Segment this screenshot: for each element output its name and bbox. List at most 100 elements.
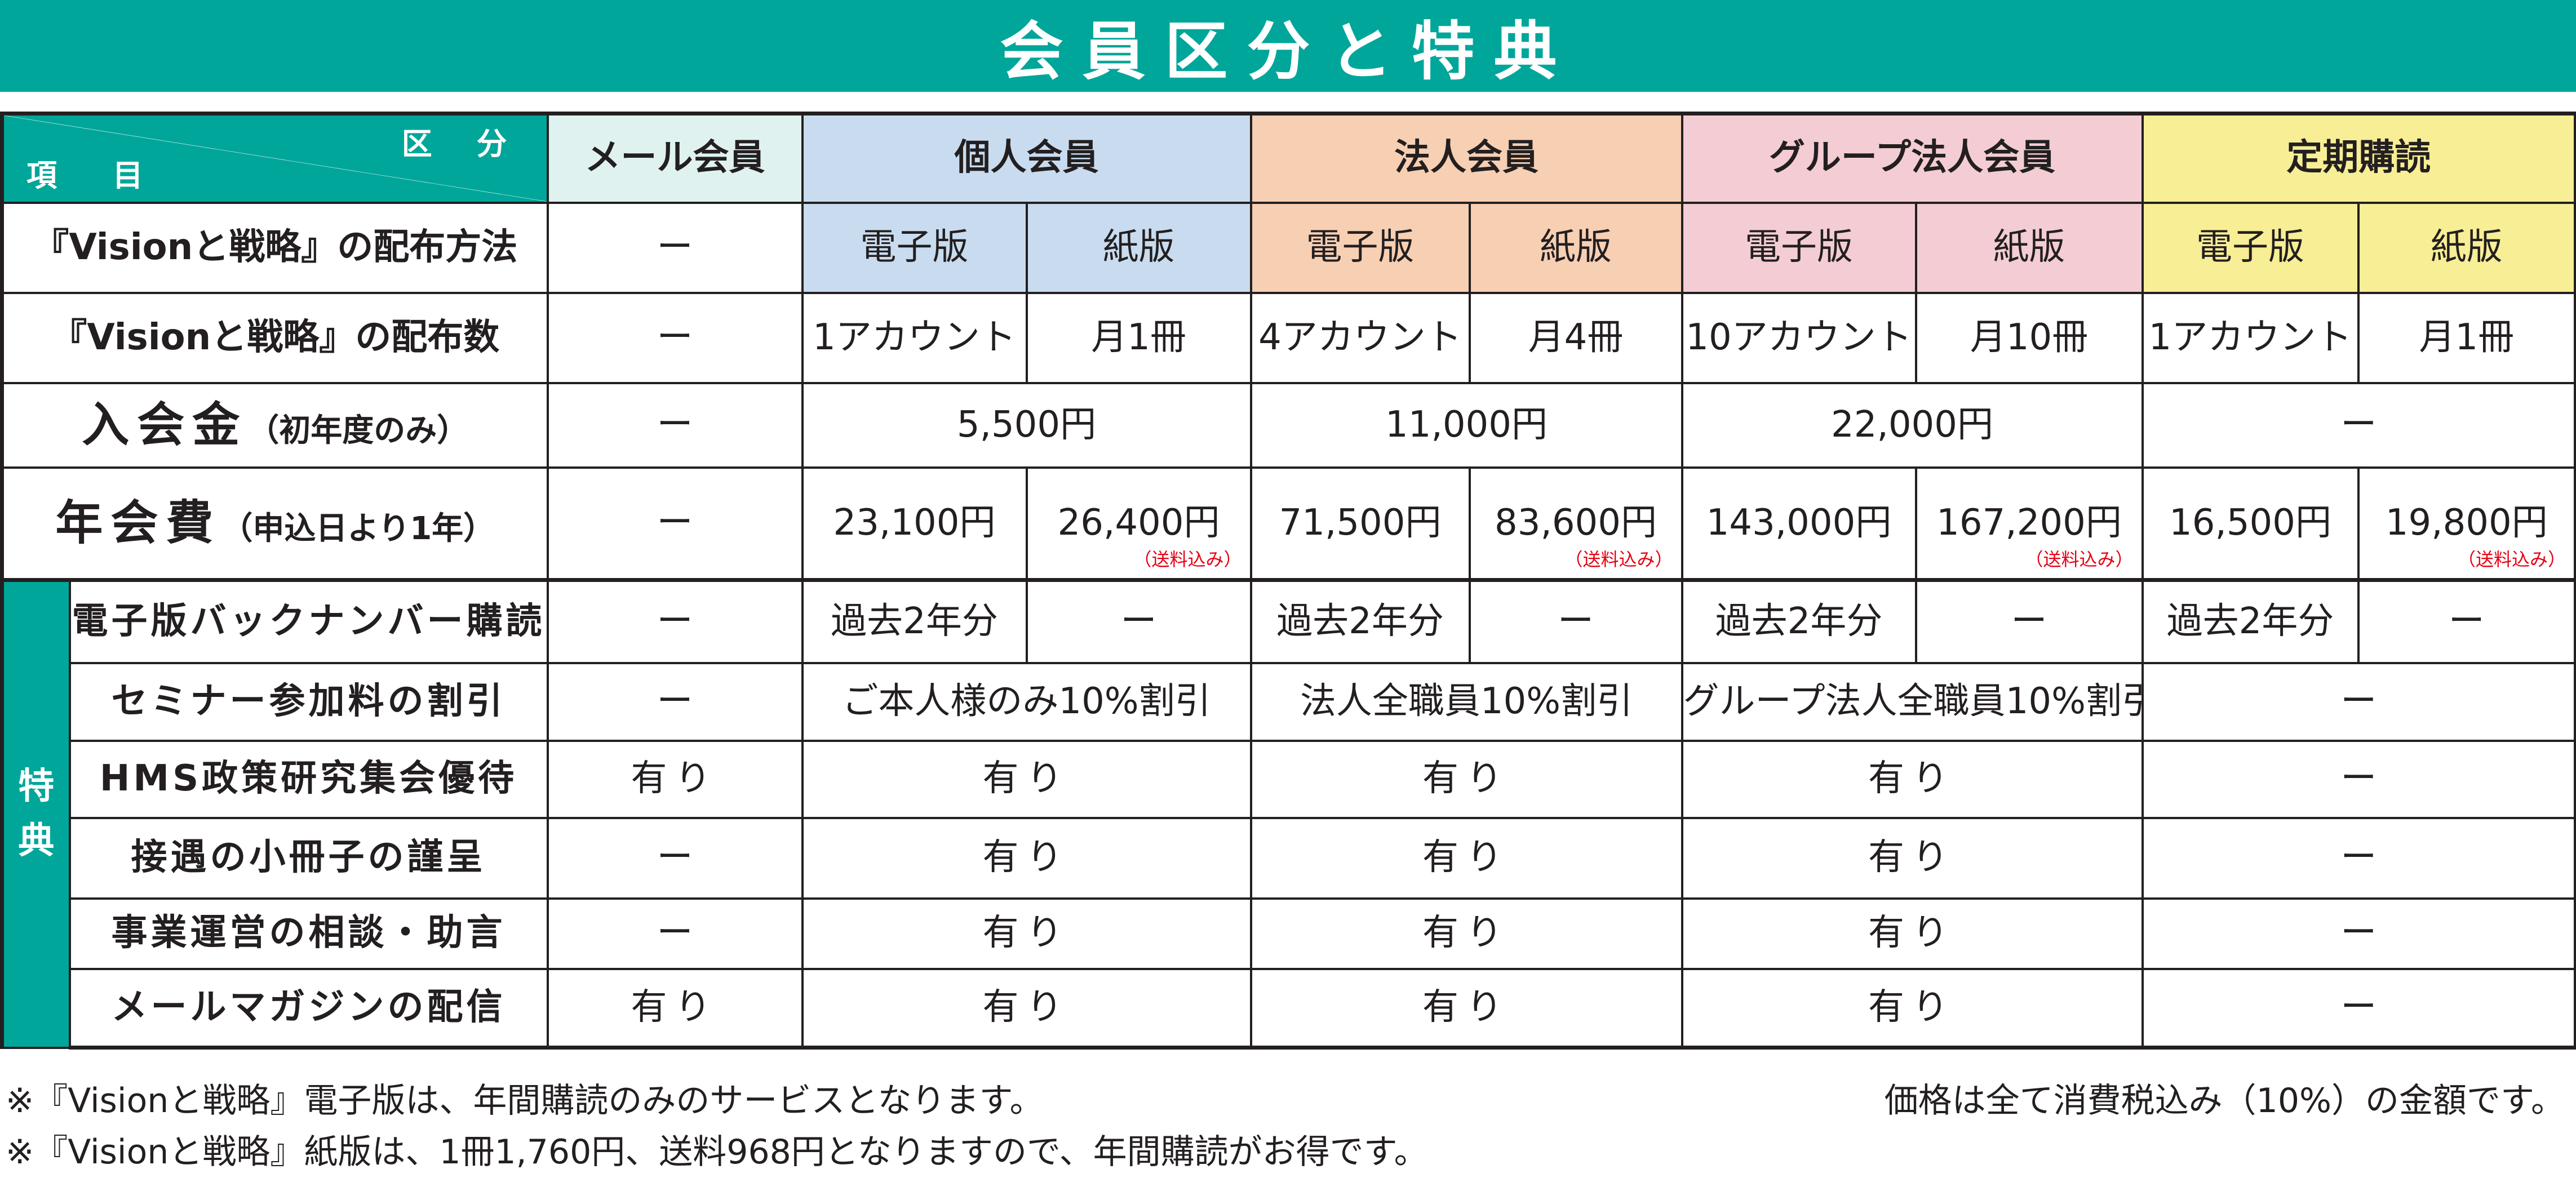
cell-count-indiv-e: 1アカウント <box>801 291 1028 384</box>
cell-annual-sub-p: 19,800円 （送料込み） <box>2357 466 2576 582</box>
annual-sub-p-value: 19,800円 <box>2385 501 2548 544</box>
shipping-note: （送料込み） <box>1564 549 1673 571</box>
cell-backnumber-group-p: ー <box>1914 579 2144 664</box>
cell-annual-indiv-p: 26,400円 （送料込み） <box>1025 466 1252 582</box>
cell-annual-mail: ー <box>546 466 804 582</box>
cell-entrance-indiv: 5,500円 <box>801 381 1252 469</box>
cell-backnumber-corp-e: 過去2年分 <box>1249 579 1471 664</box>
annual-group-e-value: 143,000円 <box>1706 501 1892 544</box>
row-label-hms: HMS政策研究集会優待 <box>68 739 549 819</box>
cell-backnumber-corp-p: ー <box>1468 579 1683 664</box>
column-header-corporate: 法人会員 <box>1249 112 1683 204</box>
cell-method-corp-e: 電子版 <box>1249 201 1471 294</box>
cell-backnumber-sub-p: ー <box>2357 579 2576 664</box>
cell-backnumber-indiv-p: ー <box>1025 579 1252 664</box>
cell-backnumber-sub-e: 過去2年分 <box>2141 579 2360 664</box>
cell-method-group-p: 紙版 <box>1914 201 2144 294</box>
cell-hms-sub: ー <box>2141 739 2576 819</box>
cell-method-group-e: 電子版 <box>1681 201 1917 294</box>
cell-entrance-sub: ー <box>2141 381 2576 469</box>
annual-indiv-p-value: 26,400円 <box>1057 501 1220 544</box>
row-label-booklet: 接遇の小冊子の謹呈 <box>68 816 549 900</box>
cell-entrance-mail: ー <box>546 381 804 469</box>
kubun-label: 区 分 <box>401 126 524 162</box>
cell-magazine-corp: 有り <box>1249 967 1683 1050</box>
cell-booklet-sub: ー <box>2141 816 2576 900</box>
cell-entrance-corp: 11,000円 <box>1249 381 1683 469</box>
cell-count-group-p: 月10冊 <box>1914 291 2144 384</box>
row-label-consult: 事業運営の相談・助言 <box>68 897 549 970</box>
row-label-method: 『Visionと戦略』の配布方法 <box>0 201 549 294</box>
cell-annual-indiv-e: 23,100円 <box>801 466 1028 582</box>
cell-hms-mail: 有り <box>546 739 804 819</box>
cell-count-corp-p: 月4冊 <box>1468 291 1683 384</box>
annual-label-main: 年会費 <box>55 495 221 551</box>
annual-indiv-e-value: 23,100円 <box>833 501 996 544</box>
cell-backnumber-group-e: 過去2年分 <box>1681 579 1917 664</box>
cell-count-sub-e: 1アカウント <box>2141 291 2360 384</box>
cell-booklet-corp: 有り <box>1249 816 1683 900</box>
row-label-count: 『Visionと戦略』の配布数 <box>0 291 549 384</box>
benefits-section-label: 特 典 <box>0 579 71 1049</box>
tax-note: 価格は全て消費税込み（10%）の金額です。 <box>1884 1081 2565 1121</box>
annual-corp-e-value: 71,500円 <box>1279 501 1442 544</box>
cell-magazine-group: 有り <box>1681 967 2144 1050</box>
annual-sub-e-value: 16,500円 <box>2169 501 2331 544</box>
column-header-mail: メール会員 <box>546 112 804 204</box>
row-label-backnumber: 電子版バックナンバー購読 <box>68 579 549 664</box>
cell-hms-indiv: 有り <box>801 739 1252 819</box>
cell-annual-group-e: 143,000円 <box>1681 466 1917 582</box>
annual-label-sub: （申込日より1年） <box>221 510 495 548</box>
row-label-entrance: 入会金（初年度のみ） <box>0 381 549 469</box>
cell-magazine-sub: ー <box>2141 967 2576 1050</box>
cell-seminar-corp: 法人全職員10%割引 <box>1249 661 1683 742</box>
cell-count-sub-p: 月1冊 <box>2357 291 2576 384</box>
cell-count-indiv-p: 月1冊 <box>1025 291 1252 384</box>
entrance-label-main: 入会金 <box>82 397 248 453</box>
cell-seminar-sub: ー <box>2141 661 2576 742</box>
cell-consult-indiv: 有り <box>801 897 1252 970</box>
cell-hms-group: 有り <box>1681 739 2144 819</box>
annual-corp-p-value: 83,600円 <box>1495 501 1657 544</box>
cell-magazine-indiv: 有り <box>801 967 1252 1050</box>
cell-booklet-mail: ー <box>546 816 804 900</box>
corner-header-cell: 区 分 項 目 <box>0 112 549 204</box>
cell-booklet-group: 有り <box>1681 816 2144 900</box>
cell-method-corp-p: 紙版 <box>1468 201 1683 294</box>
cell-method-indiv-p: 紙版 <box>1025 201 1252 294</box>
cell-annual-sub-e: 16,500円 <box>2141 466 2360 582</box>
cell-booklet-indiv: 有り <box>801 816 1252 900</box>
cell-seminar-indiv: ご本人様のみ10%割引 <box>801 661 1252 742</box>
benefits-label-char-1: 特 <box>18 765 55 807</box>
shipping-note: （送料込み） <box>1133 549 1242 571</box>
column-header-group: グループ法人会員 <box>1681 112 2144 204</box>
cell-annual-corp-e: 71,500円 <box>1249 466 1471 582</box>
cell-count-mail: ー <box>546 291 804 384</box>
row-label-annual: 年会費（申込日より1年） <box>0 466 549 582</box>
cell-count-group-e: 10アカウント <box>1681 291 1917 384</box>
footnote-2: ※『Visionと戦略』紙版は、1冊1,760円、送料968円となりますので、年… <box>6 1132 1428 1172</box>
cell-seminar-group: グループ法人全職員10%割引 <box>1681 661 2144 742</box>
diagonal-line <box>4 115 547 202</box>
cell-consult-mail: ー <box>546 897 804 970</box>
row-label-seminar: セミナー参加料の割引 <box>68 661 549 742</box>
column-header-subscription: 定期購読 <box>2141 112 2576 204</box>
cell-method-sub-e: 電子版 <box>2141 201 2360 294</box>
cell-method-sub-p: 紙版 <box>2357 201 2576 294</box>
cell-entrance-group: 22,000円 <box>1681 381 2144 469</box>
koumoku-label: 項 目 <box>26 158 166 194</box>
shipping-note: （送料込み） <box>2025 549 2134 571</box>
footnote-1: ※『Visionと戦略』電子版は、年間購読のみのサービスとなります。 <box>6 1081 1044 1121</box>
cell-consult-group: 有り <box>1681 897 2144 970</box>
cell-backnumber-mail: ー <box>546 579 804 664</box>
row-label-magazine: メールマガジンの配信 <box>68 967 549 1050</box>
annual-group-p-value: 167,200円 <box>1936 501 2122 544</box>
cell-method-mail: ー <box>546 201 804 294</box>
page-title: 会員区分と特典 <box>0 0 2576 92</box>
entrance-label-sub: （初年度のみ） <box>247 412 469 450</box>
cell-consult-corp: 有り <box>1249 897 1683 970</box>
benefits-label-char-2: 典 <box>18 820 55 863</box>
cell-backnumber-indiv-e: 過去2年分 <box>801 579 1028 664</box>
cell-magazine-mail: 有り <box>546 967 804 1050</box>
cell-annual-corp-p: 83,600円 （送料込み） <box>1468 466 1683 582</box>
